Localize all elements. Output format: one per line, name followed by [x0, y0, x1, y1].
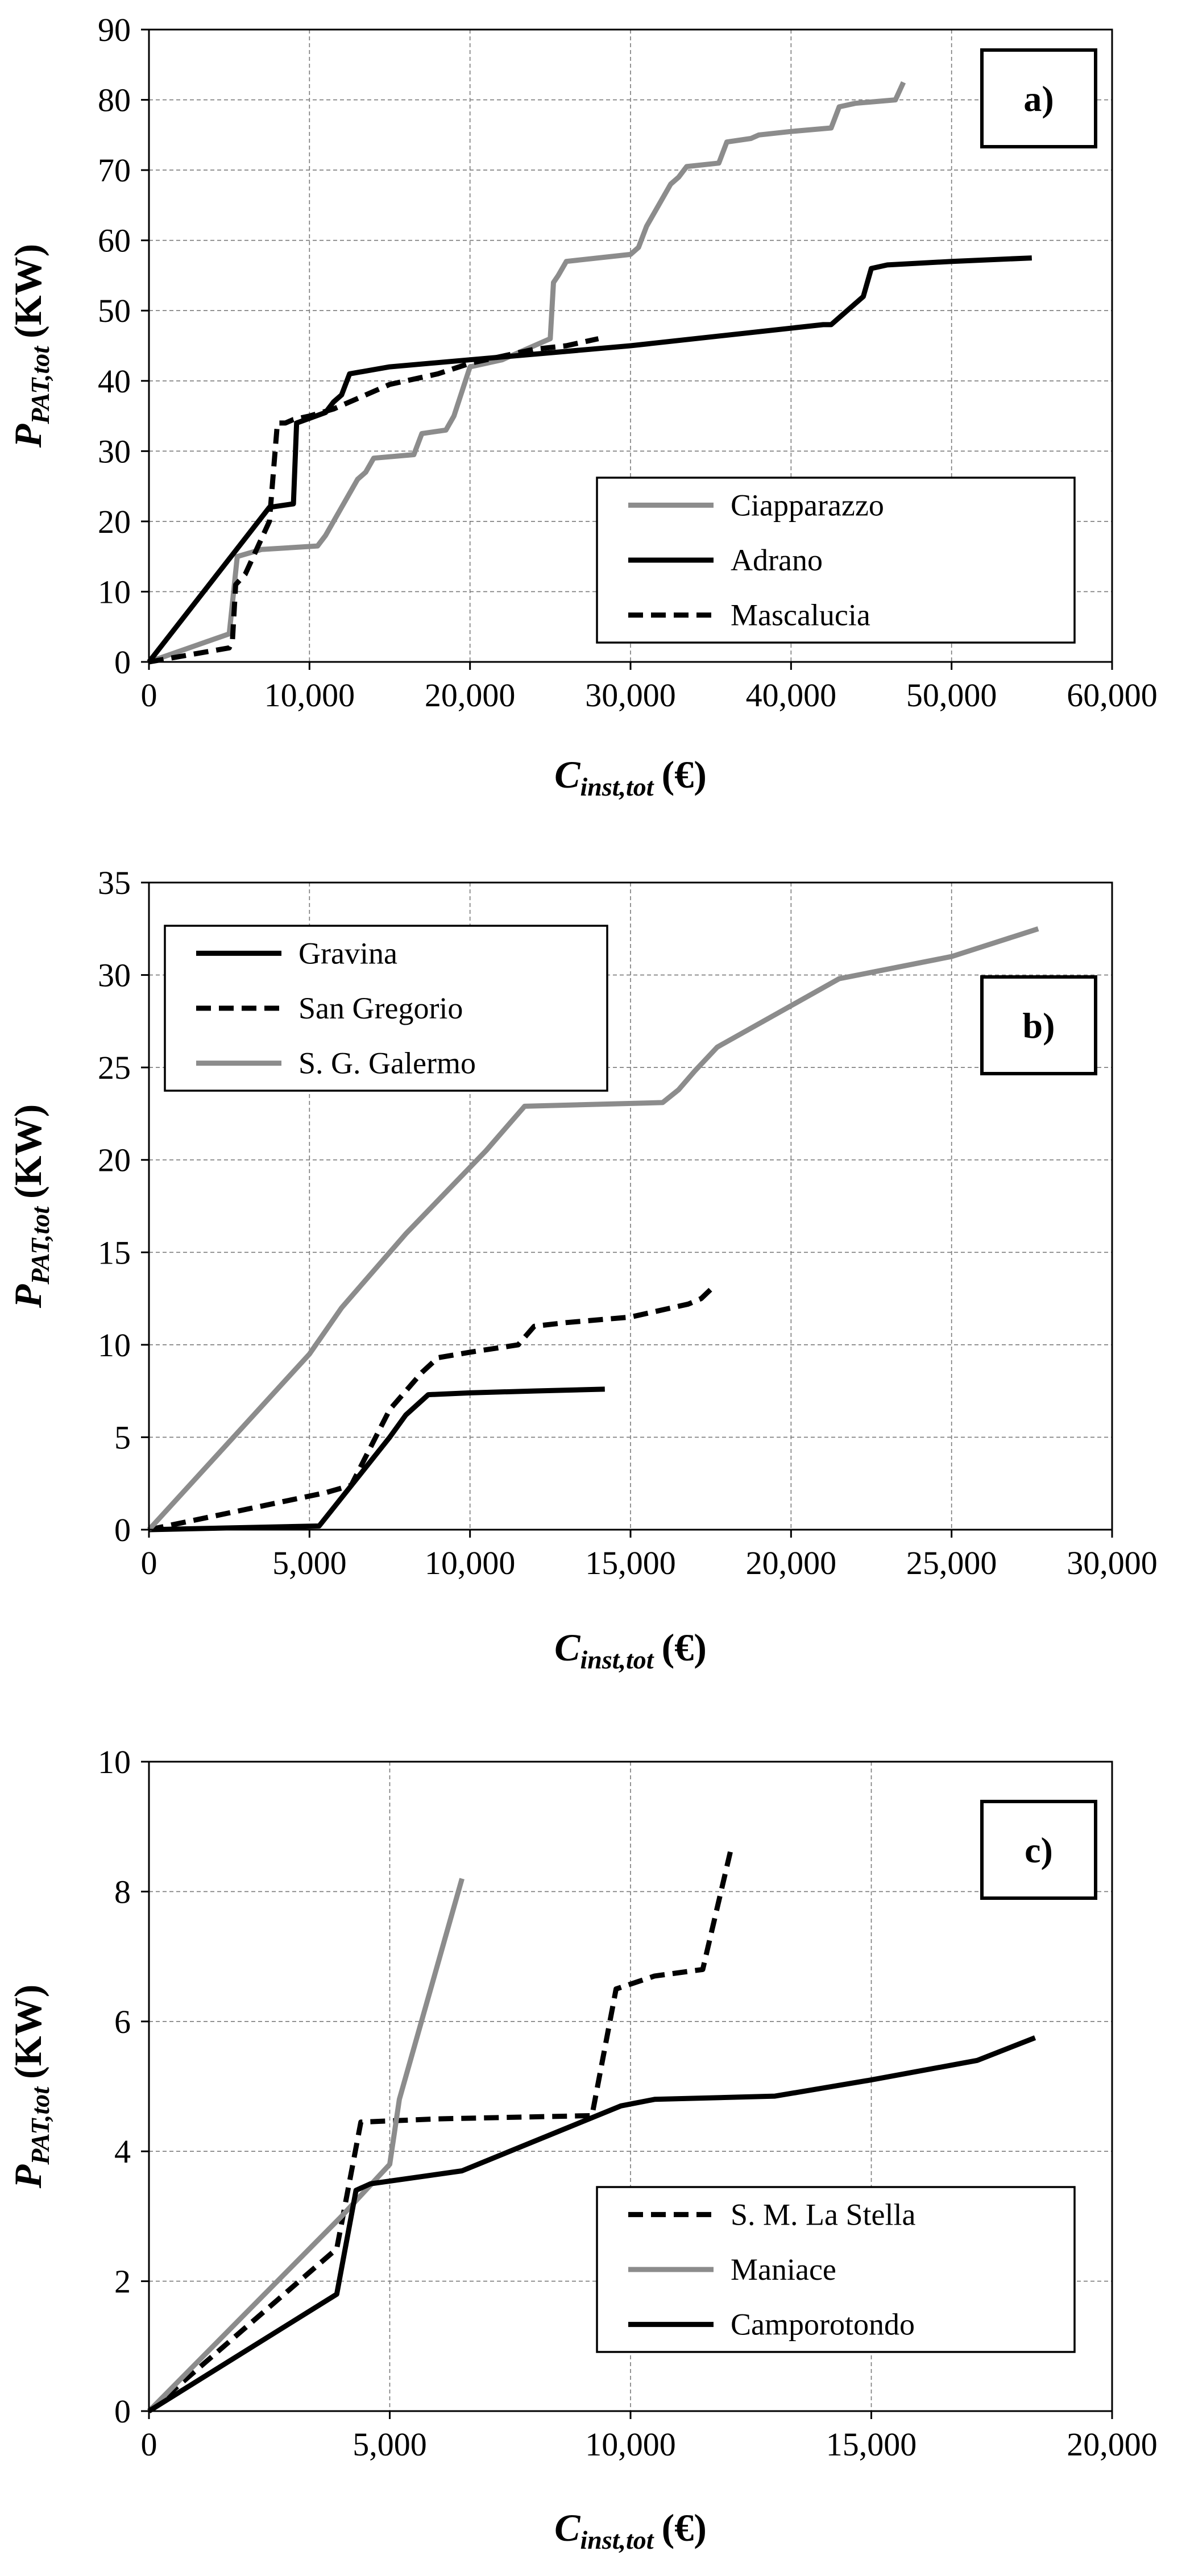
y-tick-label: 90 [98, 11, 131, 48]
legend-label: Maniace [731, 2252, 836, 2287]
x-tick-label: 10,000 [585, 2426, 676, 2463]
legend-label: Ciapparazzo [731, 488, 884, 522]
y-tick-label: 70 [98, 152, 131, 189]
chart-b: 0 5,000 10,000 15,000 20,000 25,000 30,000 0 5 10… [6, 864, 1158, 1674]
y-tick-label: 50 [98, 292, 131, 329]
x-tick-label: 0 [141, 677, 157, 714]
x-tick-label: 5,000 [353, 2426, 427, 2463]
series-line-adrano [147, 255, 1032, 664]
x-tick-label: 20,000 [1067, 2426, 1158, 2463]
y-tick-label: 4 [114, 2133, 131, 2170]
y-tick-label: 40 [98, 363, 131, 400]
y-tick-label: 10 [98, 573, 131, 610]
legend-label: Adrano [731, 543, 823, 577]
x-tick-label: 10,000 [425, 1544, 516, 1581]
y-tick-label: 10 [98, 1743, 131, 1780]
x-tick-label: 25,000 [906, 1544, 997, 1581]
x-tick-label: 10,000 [264, 677, 355, 714]
series-line-san-gregorio [148, 1287, 713, 1533]
x-tick-label: 40,000 [746, 677, 837, 714]
y-tick-label: 5 [114, 1419, 131, 1456]
x-axis-title: Cinst,tot (€) [554, 2506, 707, 2554]
y-axis-title: PPAT,tot(KW) [6, 244, 55, 449]
series-line-mascalucia [148, 336, 599, 665]
x-tick-label: 30,000 [585, 677, 676, 714]
y-axis-title: PPAT,tot(KW) [6, 1104, 55, 1309]
legend-label: S. G. Galermo [298, 1046, 476, 1080]
y-tick-label: 20 [98, 503, 131, 540]
y-tick-label: 30 [98, 433, 131, 470]
y-tick-label: 6 [114, 2003, 131, 2040]
legend-label: Camporotondo [731, 2308, 915, 2342]
series-line-gravina [148, 1386, 605, 1533]
x-tick-label: 60,000 [1067, 677, 1158, 714]
panel-label: c) [1025, 1830, 1053, 1870]
y-tick-label: 0 [114, 2393, 131, 2430]
x-tick-label: 20,000 [425, 677, 516, 714]
plot-frame [148, 881, 1113, 1531]
series-line-s-m-la-stella [147, 1845, 735, 2413]
panel-label: b) [1023, 1005, 1055, 1046]
x-tick-label: 15,000 [585, 1544, 676, 1581]
x-tick-label: 0 [141, 2426, 157, 2463]
legend-label: Gravina [298, 936, 397, 970]
chart-c: 0 5,000 10,000 15,000 20,000 0 2 4 6 8 10 S. M. La … [6, 1743, 1158, 2554]
x-tick-label: 15,000 [826, 2426, 917, 2463]
legend: S. M. La Stella Maniace Camporotondo [596, 2186, 1076, 2353]
x-tick-label: 20,000 [746, 1544, 837, 1581]
y-tick-label: 8 [114, 1873, 131, 1910]
x-tick-label: 30,000 [1067, 1544, 1158, 1581]
legend: Gravina San Gregorio S. G. Galermo [164, 925, 608, 1092]
y-tick-label: 30 [98, 957, 131, 994]
y-tick-label: 80 [98, 82, 131, 119]
legend-label: San Gregorio [298, 991, 463, 1025]
y-tick-label: 2 [114, 2263, 131, 2300]
panel-label-box [980, 48, 1097, 148]
plot-frame [148, 28, 1113, 663]
panel-label-box [980, 975, 1097, 1075]
series-line-camporotondo [147, 2035, 1036, 2413]
y-tick-label: 0 [114, 1511, 131, 1548]
panel-label: a) [1023, 78, 1054, 119]
y-axis-title: PPAT,tot(KW) [6, 1985, 55, 2189]
legend-label: Mascalucia [731, 598, 870, 632]
panel-label-box [980, 1800, 1097, 1900]
series-line-ciapparazzo [148, 81, 906, 665]
legend-label: S. M. La Stella [731, 2197, 916, 2231]
y-tick-label: 10 [98, 1327, 131, 1364]
x-tick-label: 0 [141, 1544, 157, 1581]
x-tick-label: 5,000 [272, 1544, 347, 1581]
x-tick-label: 50,000 [906, 677, 997, 714]
y-tick-label: 25 [98, 1049, 131, 1086]
legend: Ciapparazzo Adrano Mascalucia [596, 477, 1076, 644]
y-tick-label: 15 [98, 1234, 131, 1271]
y-tick-label: 20 [98, 1142, 131, 1179]
series-line-s-g-galermo [147, 926, 1039, 1532]
x-axis-title: Cinst,tot (€) [554, 753, 707, 801]
y-tick-label: 60 [98, 222, 131, 259]
x-axis-title: Cinst,tot (€) [554, 1626, 707, 1674]
y-tick-label: 0 [114, 644, 131, 681]
chart-a: 0 10,000 20,000 30,000 40,000 50,000 60,000 0 10… [6, 11, 1158, 801]
series-line-maniace [147, 1878, 465, 2413]
y-tick-label: 35 [98, 864, 131, 901]
plot-frame [148, 1761, 1113, 2412]
